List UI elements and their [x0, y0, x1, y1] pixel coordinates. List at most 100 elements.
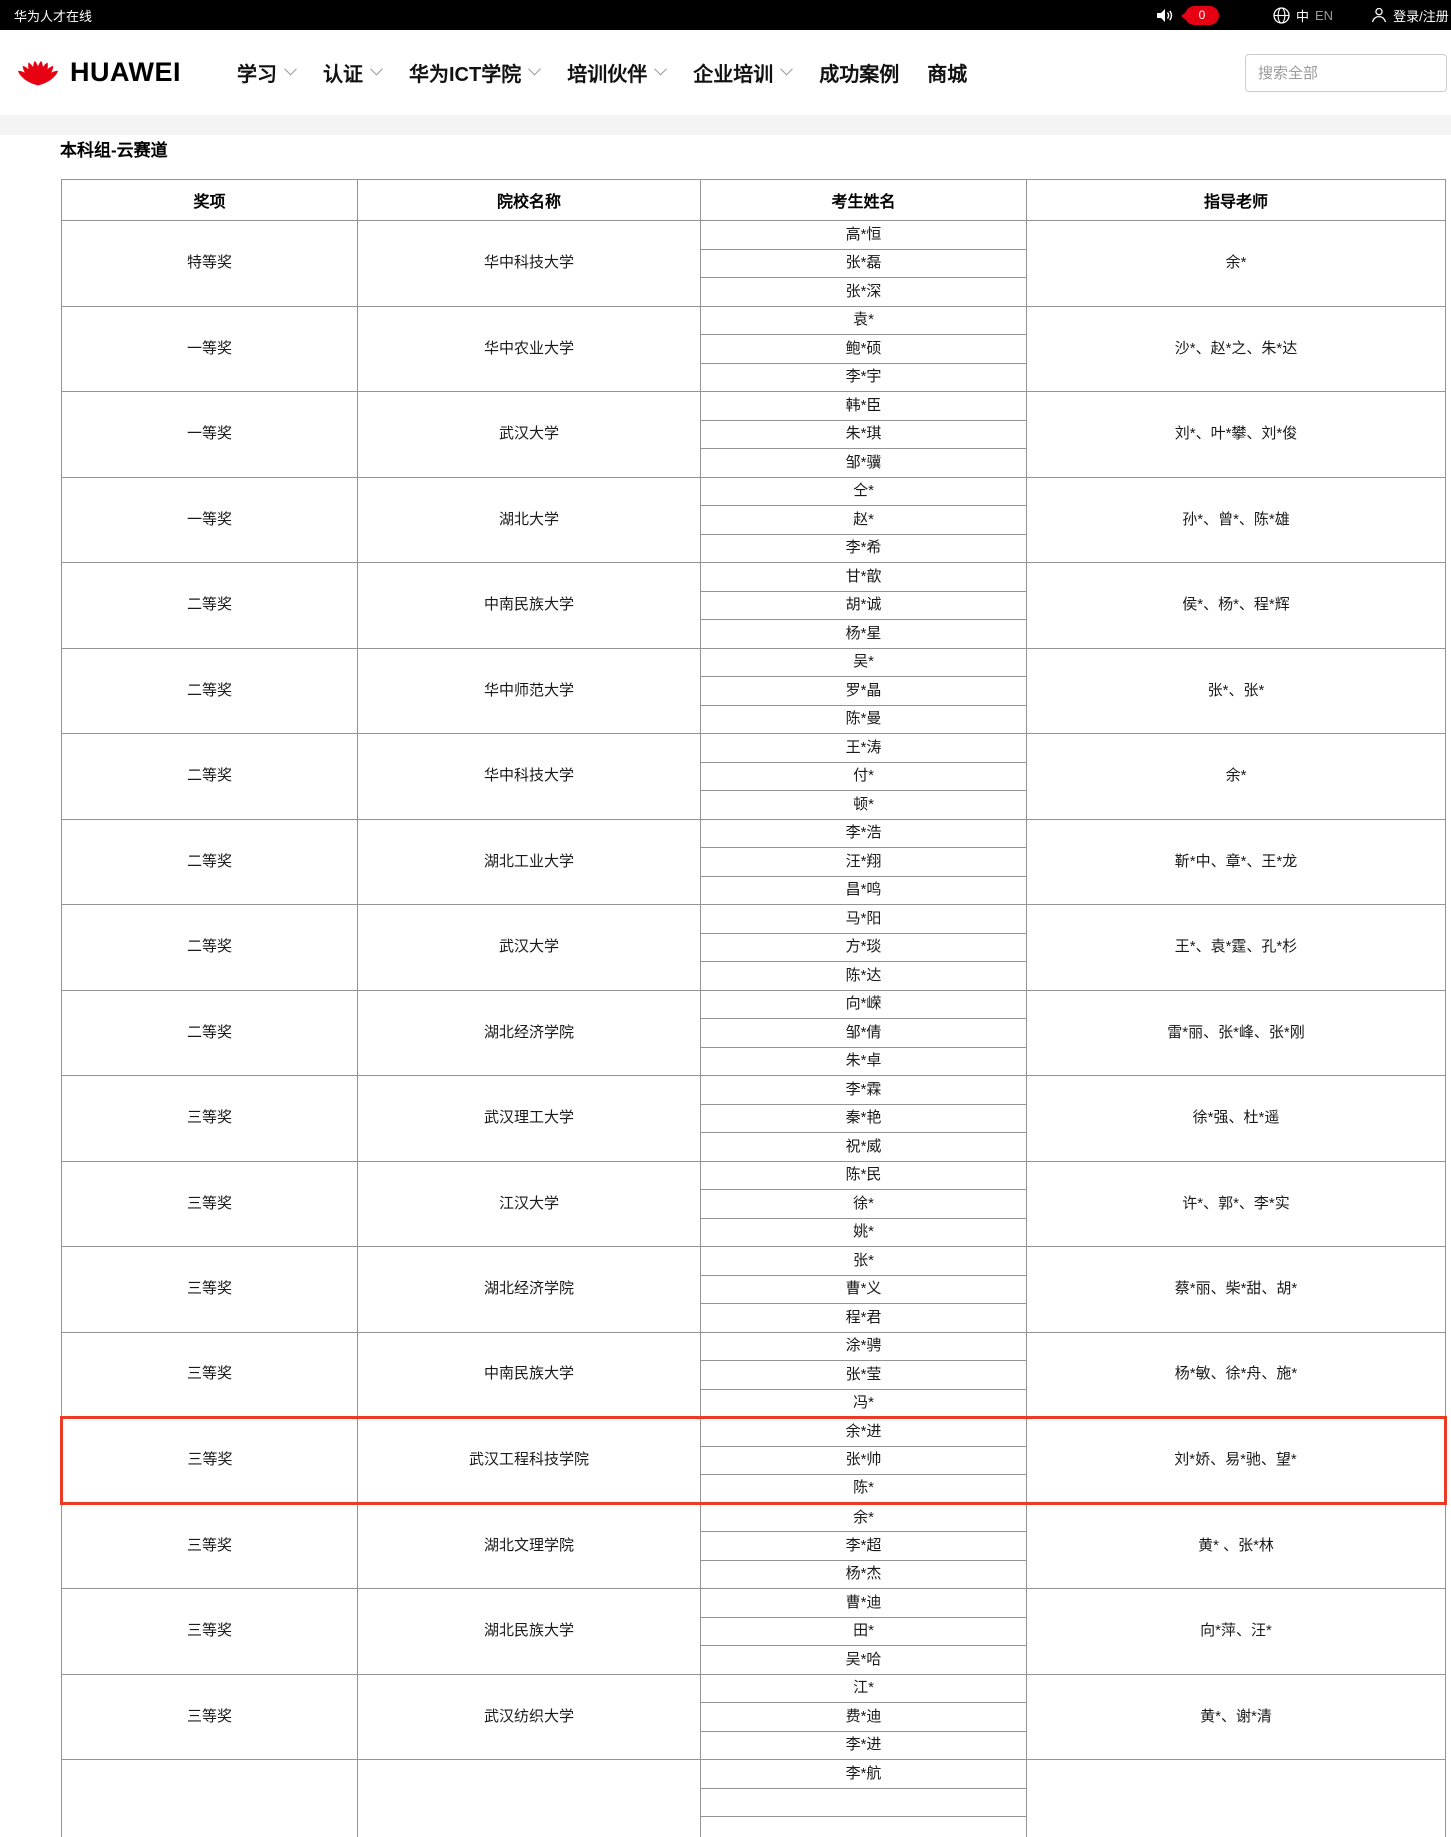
header-teacher: 指导老师 [1026, 179, 1446, 221]
student-cell: 江* [700, 1673, 1027, 1703]
teacher-cell: 刘*娇、易*驰、望* [1026, 1416, 1447, 1505]
table-subrow: 祝*威 [62, 1132, 1446, 1162]
table-subrow: 顿* [62, 790, 1446, 820]
student-cell: 程*君 [700, 1303, 1027, 1333]
school-cell [357, 1759, 701, 1837]
nav-item-label: 企业培训 [693, 64, 774, 86]
results-table: 奖项 院校名称 考生姓名 指导老师 特等奖 华中科技大学 高*恒 余* 张*磊 … [60, 179, 1447, 1837]
student-cell: 朱*琪 [700, 419, 1027, 449]
school-cell: 华中师范大学 [357, 647, 701, 734]
school-cell: 湖北文理学院 [357, 1502, 701, 1589]
school-cell: 湖北经济学院 [357, 989, 701, 1076]
teacher-cell: 黄*、谢*清 [1026, 1673, 1446, 1760]
nav-item-label: 商城 [927, 64, 968, 86]
student-cell: 陈*曼 [700, 704, 1027, 734]
student-cell: 杨*星 [700, 619, 1027, 649]
award-cell: 三等奖 [61, 1331, 358, 1418]
student-cell: 高*恒 [700, 220, 1027, 250]
school-cell: 武汉大学 [357, 391, 701, 478]
award-cell: 二等奖 [61, 733, 358, 820]
huawei-logo[interactable]: HUAWEI [12, 50, 181, 96]
student-cell: 冯* [700, 1388, 1027, 1418]
table-subrow: 罗*晶 [62, 676, 1446, 706]
award-cell: 三等奖 [61, 1160, 358, 1247]
nav-item-label: 培训伙伴 [567, 64, 648, 86]
speaker-icon[interactable] [1157, 8, 1174, 23]
student-cell: 邹*倩 [700, 1018, 1027, 1048]
student-cell: 秦*艳 [700, 1103, 1027, 1133]
student-cell: 罗*晶 [700, 676, 1027, 706]
nav-item-learning[interactable]: 学习 [237, 58, 297, 87]
teacher-cell: 刘*、叶*攀、刘*俊 [1026, 391, 1446, 478]
school-cell: 武汉理工大学 [357, 1075, 701, 1162]
student-cell: 李*霖 [700, 1075, 1027, 1105]
table-row: 三等奖 武汉工程科技学院 余*进 刘*娇、易*驰、望* [60, 1416, 1447, 1505]
table-subrow: 汪*翔 [62, 847, 1446, 877]
table-row: 二等奖 湖北工业大学 李*浩 靳*中、章*、王*龙 [61, 818, 1446, 905]
student-cell: 方*琰 [700, 932, 1027, 962]
table-subrow: 张*莹 [62, 1360, 1446, 1390]
award-cell: 二等奖 [61, 562, 358, 649]
header-award: 奖项 [61, 179, 358, 221]
nav-item-mall[interactable]: 商城 [927, 58, 967, 87]
student-cell: 朱*卓 [700, 1046, 1027, 1076]
student-cell: 王*涛 [700, 733, 1027, 763]
login-link[interactable]: 登录/注册 [1371, 6, 1449, 25]
award-cell: 三等奖 [61, 1673, 358, 1760]
student-cell: 田* [700, 1616, 1027, 1646]
lang-en-label[interactable]: EN [1315, 7, 1334, 23]
student-cell: 赵* [700, 505, 1027, 535]
table-row: 李*航 [61, 1759, 1446, 1837]
school-cell: 江汉大学 [357, 1160, 701, 1247]
table-subrow: 李*希 [62, 533, 1446, 563]
page-content: 本科组-云赛道 奖项 院校名称 考生姓名 指导老师 特等奖 华中科技大学 高*恒… [0, 135, 1451, 1837]
student-cell: 袁* [700, 305, 1027, 335]
table-subrow: 张*帅 [62, 1445, 1446, 1475]
login-label: 登录/注册 [1393, 8, 1449, 24]
award-cell: 一等奖 [61, 391, 358, 478]
table-row: 二等奖 中南民族大学 甘*歆 侯*、杨*、程*辉 [61, 562, 1446, 649]
teacher-cell: 靳*中、章*、王*龙 [1026, 818, 1446, 905]
student-cell: 张*帅 [700, 1445, 1027, 1475]
student-cell: 李*航 [700, 1759, 1027, 1789]
student-cell: 涂*骋 [700, 1331, 1027, 1361]
teacher-cell [1026, 1759, 1446, 1837]
lang-zh-label[interactable]: 中 [1296, 8, 1310, 24]
table-row: 一等奖 武汉大学 韩*臣 刘*、叶*攀、刘*俊 [61, 391, 1446, 478]
search-input[interactable] [1245, 54, 1447, 92]
student-cell: 胡*诚 [700, 590, 1027, 620]
award-cell: 二等奖 [61, 818, 358, 905]
student-cell: 李*进 [700, 1730, 1027, 1760]
top-black-bar: 华为人才在线 0 中 EN [0, 0, 1451, 30]
student-cell: 徐* [700, 1189, 1027, 1219]
nav-item-enterprise-training[interactable]: 企业培训 [693, 58, 794, 87]
notification-count-badge[interactable]: 0 [1181, 5, 1219, 25]
award-cell: 二等奖 [61, 647, 358, 734]
award-cell: 三等奖 [61, 1588, 358, 1675]
school-cell: 武汉纺织大学 [357, 1673, 701, 1760]
table-row: 三等奖 湖北文理学院 余* 黄* 、张*林 [61, 1502, 1446, 1589]
award-cell: 一等奖 [61, 476, 358, 563]
school-cell: 华中农业大学 [357, 305, 701, 392]
teacher-cell: 余* [1026, 220, 1446, 307]
award-cell: 一等奖 [61, 305, 358, 392]
student-cell: 陈* [700, 1474, 1027, 1505]
table-row: 三等奖 湖北经济学院 张* 蔡*丽、柴*甜、胡* [61, 1246, 1446, 1333]
teacher-cell: 蔡*丽、柴*甜、胡* [1026, 1246, 1446, 1333]
nav-item-ict-academy[interactable]: 华为ICT学院 [409, 58, 542, 87]
nav-item-label: 华为ICT学院 [409, 64, 522, 86]
nav-item-training-partner[interactable]: 培训伙伴 [567, 58, 668, 87]
logo-wordmark: HUAWEI [70, 57, 181, 87]
globe-icon [1273, 6, 1290, 24]
table-subrow: 李*宇 [62, 362, 1446, 392]
student-cell: 陈*达 [700, 961, 1027, 991]
student-cell: 陈*民 [700, 1160, 1027, 1190]
language-switch[interactable]: 中 EN [1273, 6, 1333, 25]
site-brand[interactable]: 华为人才在线 [14, 8, 93, 24]
chevron-down-icon [654, 62, 668, 76]
nav-item-success-cases[interactable]: 成功案例 [819, 58, 899, 87]
table-row: 三等奖 中南民族大学 涂*骋 杨*敏、徐*舟、施* [61, 1331, 1446, 1418]
nav-item-label: 成功案例 [819, 64, 900, 86]
nav-item-certification[interactable]: 认证 [323, 58, 383, 87]
school-cell: 湖北工业大学 [357, 818, 701, 905]
